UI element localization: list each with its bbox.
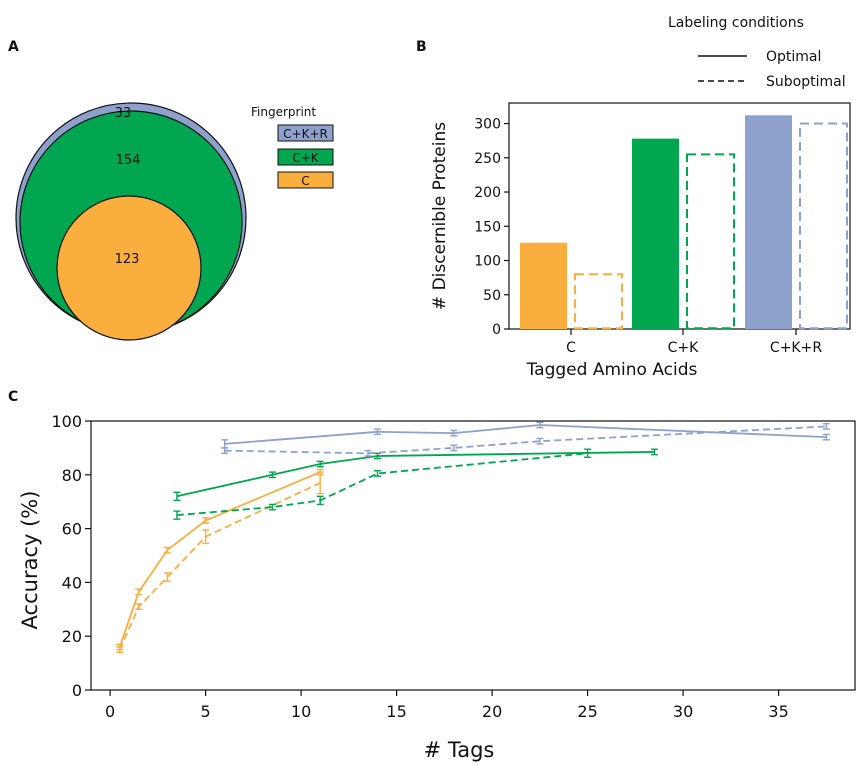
line-series-c-suboptimal-errorbar — [163, 572, 171, 582]
line-series-ck-optimal-errorbar — [316, 460, 324, 468]
panel-letter-b: B — [416, 39, 427, 55]
bar-y-tick-label: 250 — [474, 151, 501, 167]
line-series-c-optimal — [118, 471, 321, 648]
bar-y-tick-label: 150 — [474, 219, 501, 235]
fingerprint-legend-title: Fingerprint — [251, 105, 316, 119]
fingerprint-swatch-ckr — [277, 124, 334, 142]
bar-y-axis: 0 50 100 150 200 250 300 — [474, 117, 509, 338]
line-x-tick-label: 0 — [105, 702, 115, 721]
line-series-ckr-suboptimal — [224, 425, 827, 455]
line-x-tick-label: 10 — [291, 702, 311, 721]
line-x-axis: 0 5 10 15 20 25 30 35 — [105, 690, 789, 721]
line-y-tick-label: 20 — [62, 627, 82, 646]
line-series-c-suboptimal-errorbar — [135, 603, 143, 610]
panel-letter-c: C — [8, 389, 18, 405]
venn-count-ckr: 33 — [115, 106, 132, 121]
bar-ckr-suboptimal — [799, 122, 848, 330]
line-x-tick-label: 20 — [482, 702, 502, 721]
line-chart: 0 20 40 60 80 100 0 5 10 15 20 25 30 35 # Tags Accur… — [18, 412, 856, 762]
line-x-tick-label: 5 — [201, 702, 211, 721]
line-x-tick-label: 25 — [577, 702, 597, 721]
line-series-c-suboptimal-errorbar — [116, 646, 124, 654]
line-y-tick-label: 100 — [51, 412, 82, 431]
line-series-ckr-suboptimal-errorbar — [221, 447, 229, 454]
bar-series — [520, 115, 848, 330]
line-series-ckr-suboptimal-errorbar — [364, 449, 372, 457]
venn-region-c — [56, 195, 202, 341]
line-series-ck-optimal-errorbar — [268, 471, 276, 479]
venn-count-c: 123 — [115, 252, 140, 267]
bar-y-tick-label: 100 — [474, 254, 501, 270]
fingerprint-label-ck: C+K — [292, 151, 319, 165]
line-series-ckr-optimal-errorbar — [536, 421, 544, 429]
bar-x-axis-title: Tagged Amino Acids — [526, 360, 698, 380]
line-series — [116, 421, 830, 654]
line-y-axis: 0 20 40 60 80 100 — [51, 412, 91, 700]
line-y-tick-label: 0 — [72, 681, 82, 700]
bar-y-tick-label: 200 — [474, 185, 501, 201]
bar-ck-suboptimal — [686, 153, 735, 330]
line-y-tick-label: 40 — [62, 573, 82, 592]
bar-x-axis: C C+K C+K+R — [566, 329, 822, 356]
line-y-tick-label: 60 — [62, 520, 82, 539]
panel-letter-a: A — [8, 39, 19, 55]
line-series-c-optimal-errorbar — [135, 588, 143, 596]
labeling-legend-title: Labeling conditions — [668, 15, 804, 31]
line-series-c-optimal-errorbar — [163, 546, 171, 554]
bar-y-tick-label: 0 — [492, 322, 501, 338]
bar-c-optimal — [520, 242, 567, 329]
line-series-ckr-suboptimal-errorbar — [450, 444, 458, 452]
line-series-ck-suboptimal-errorbar — [173, 510, 181, 520]
line-series-c-optimal-errorbar — [202, 517, 210, 524]
labeling-legend: Labeling conditions Optimal Suboptimal — [668, 15, 846, 90]
fingerprint-legend: Fingerprint C+K+R C+K C — [251, 105, 334, 189]
line-series-ck-optimal-errorbar — [650, 448, 658, 456]
line-series-ckr-optimal — [224, 424, 827, 445]
line-series-ck-suboptimal-errorbar — [374, 470, 381, 477]
line-series-ck-optimal — [176, 451, 655, 498]
legend-label-optimal: Optimal — [766, 49, 821, 65]
legend-label-suboptimal: Suboptimal — [766, 74, 846, 90]
bar-ck-optimal — [632, 138, 679, 329]
line-series-ck-suboptimal-errorbar — [584, 448, 592, 459]
line-series-c-suboptimal-errorbar — [202, 529, 210, 545]
fingerprint-label-ckr: C+K+R — [283, 127, 328, 141]
line-series-ckr-suboptimal-errorbar — [822, 422, 830, 430]
line-series-c-suboptimal-errorbar — [316, 471, 324, 495]
bar-y-tick-label: 50 — [483, 288, 501, 304]
bar-y-tick-label: 300 — [474, 117, 501, 133]
line-series-ck-suboptimal-errorbar — [316, 495, 324, 506]
line-x-axis-title: # Tags — [424, 738, 495, 762]
line-x-tick-label: 30 — [673, 702, 693, 721]
fingerprint-label-c: C — [301, 174, 309, 188]
venn-count-ck: 154 — [116, 153, 141, 168]
line-plot-frame — [90, 420, 856, 691]
bar-x-tick-label-ck: C+K — [668, 340, 700, 356]
bar-x-tick-label-c: C — [566, 340, 576, 356]
venn-diagram: 33 154 123 — [15, 102, 247, 341]
line-x-tick-label: 35 — [768, 702, 788, 721]
line-series-ckr-optimal-errorbar — [374, 428, 381, 436]
bar-y-axis-title: # Discernible Proteins — [430, 122, 450, 310]
bar-c-suboptimal — [574, 273, 623, 330]
bar-ckr-optimal — [745, 115, 792, 329]
line-series-ck-suboptimal-errorbar — [268, 503, 276, 511]
bar-chart: 0 50 100 150 200 250 300 C C+K C+K+R Tagged Amin… — [430, 102, 851, 380]
fingerprint-swatch-c — [277, 171, 334, 189]
line-x-tick-label: 15 — [386, 702, 406, 721]
line-series-c-suboptimal — [118, 482, 321, 650]
bar-plot-frame — [508, 102, 851, 330]
line-y-tick-label: 80 — [62, 466, 82, 485]
line-y-axis-title: Accuracy (%) — [18, 491, 42, 630]
line-series-ck-optimal-errorbar — [173, 491, 181, 502]
line-series-ckr-suboptimal-errorbar — [536, 437, 544, 445]
fingerprint-swatch-ck — [277, 148, 334, 166]
bar-x-tick-label-ckr: C+K+R — [770, 340, 822, 356]
line-series-ckr-optimal-errorbar — [450, 429, 458, 437]
line-series-ckr-optimal-errorbar — [822, 433, 830, 441]
